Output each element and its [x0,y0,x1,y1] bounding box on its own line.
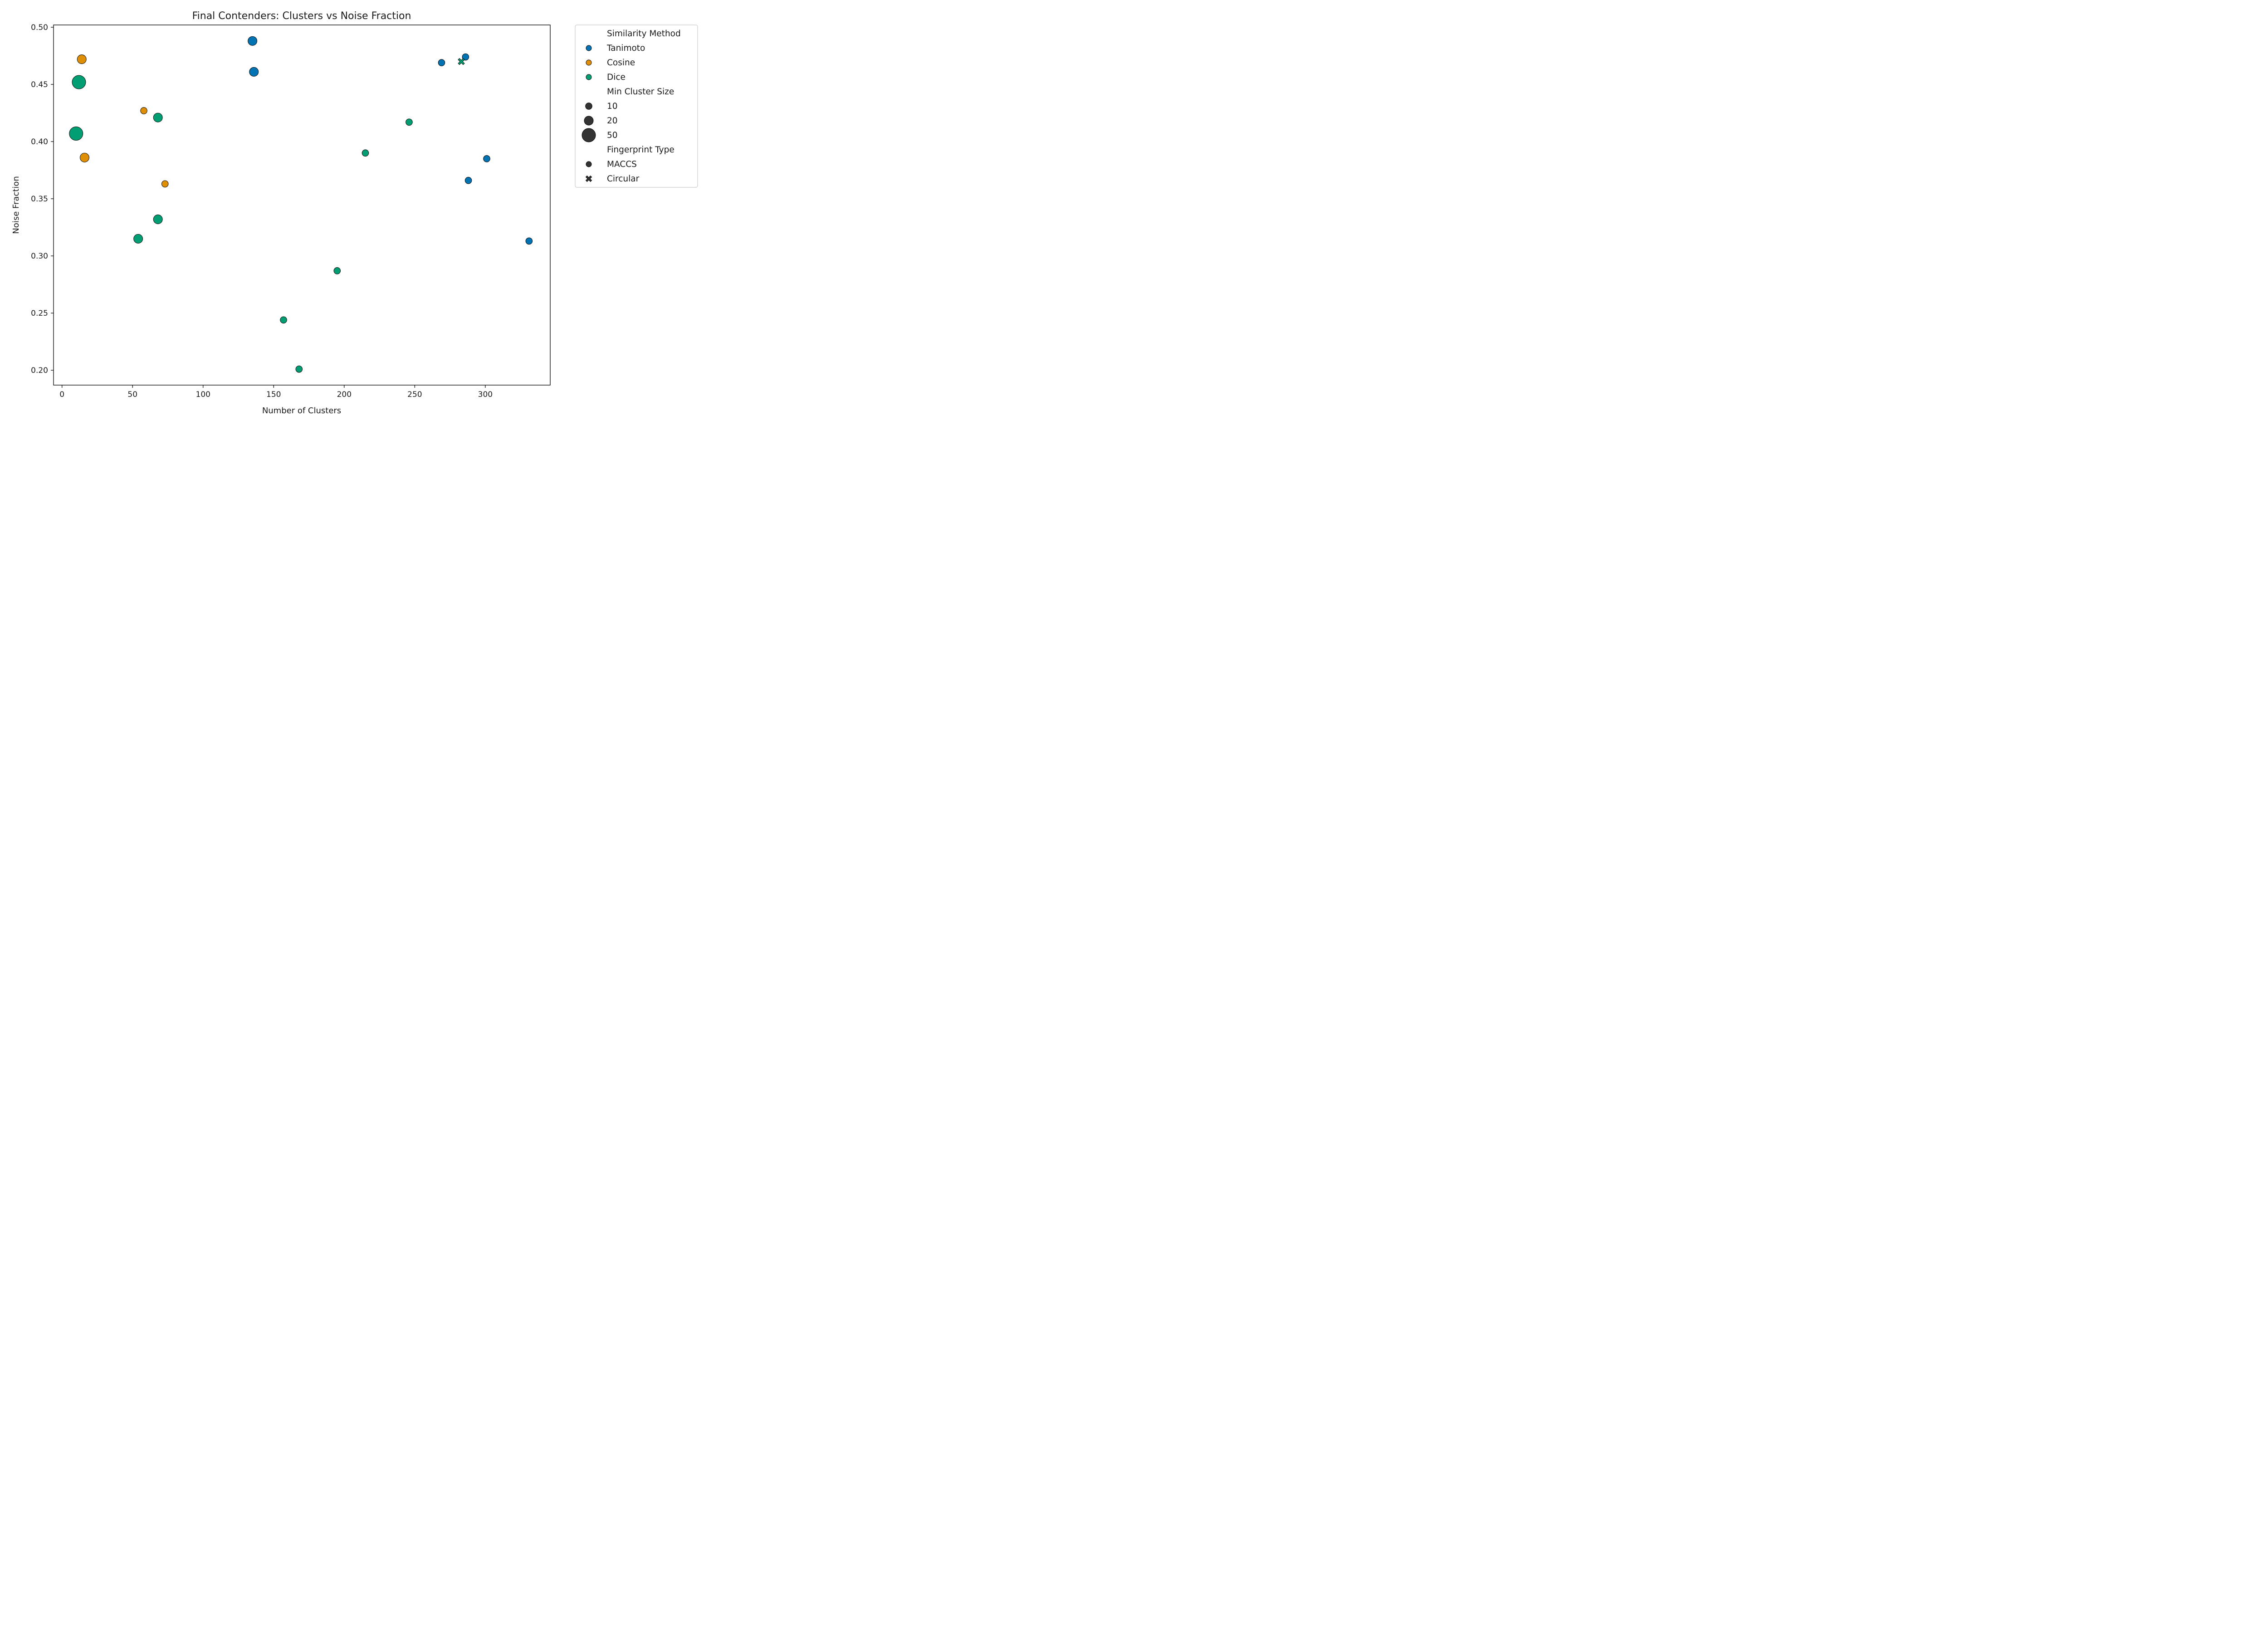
legend-label: Cosine [607,58,635,68]
x-tick-label: 250 [407,390,422,399]
data-point [79,152,89,162]
data-point [69,127,83,141]
y-tick-label: 0.40 [31,137,48,147]
legend-label: 10 [607,102,618,111]
data-point [77,54,87,64]
legend-label: Tanimoto [606,44,645,53]
legend-marker [582,128,596,142]
x-tick-label: 0 [59,390,64,399]
x-tick-label: 200 [337,390,352,399]
x-tick-label: 150 [266,390,281,399]
legend-marker [585,175,592,182]
y-tick-label: 0.45 [31,80,48,89]
x-axis-ticks: 0 50 100 150 200 250 300 [59,385,493,399]
data-point [525,237,533,245]
legend-marker [586,45,592,51]
scatter-chart: Final Contenders: Clusters vs Noise Frac… [11,10,698,416]
legend-section-title: Similarity Method [607,29,681,39]
data-point [362,149,369,157]
x-tick-label: 50 [127,390,137,399]
data-point [140,107,147,114]
y-tick-label: 0.30 [31,252,48,261]
legend-section-title: Fingerprint Type [607,145,675,155]
legend-label: Circular [607,174,640,184]
data-point [406,118,413,126]
data-point [133,234,143,244]
y-tick-label: 0.20 [31,366,48,375]
chart-title: Final Contenders: Clusters vs Noise Frac… [192,10,411,22]
legend-section-title: Min Cluster Size [607,87,674,97]
data-point [333,267,341,274]
points-layer [69,36,533,373]
data-point [483,155,490,162]
legend-marker [585,103,592,110]
data-point [72,75,86,89]
data-point [161,180,169,188]
data-point [248,36,258,46]
legend-label: Dice [607,73,626,82]
legend-label: 50 [607,131,618,140]
data-point [153,215,163,224]
x-axis-label: Number of Clusters [262,406,341,416]
x-tick-label: 300 [478,390,493,399]
data-point [295,365,303,373]
x-tick-label: 100 [196,390,210,399]
legend-marker [586,59,592,66]
legend: Similarity Method Tanimoto Cosine Dice Mi… [575,24,698,188]
legend-label: MACCS [607,160,637,169]
data-point [280,316,287,324]
y-tick-label: 0.50 [31,23,48,32]
plot-frame [53,24,551,386]
data-point [458,58,465,65]
legend-label: 20 [607,116,618,126]
y-axis-label: Noise Fraction [11,176,21,234]
legend-marker [584,116,594,126]
data-point [249,67,259,77]
legend-marker [586,161,592,167]
data-point [464,177,472,184]
data-point [462,53,469,61]
legend-marker [586,74,592,80]
y-axis-ticks: 0.20 0.25 0.30 0.35 0.40 0.45 0.50 [31,23,54,375]
data-point [153,112,163,122]
legend-frame [575,24,698,188]
y-tick-label: 0.35 [31,195,48,204]
data-point [438,59,445,66]
y-tick-label: 0.25 [31,309,48,318]
